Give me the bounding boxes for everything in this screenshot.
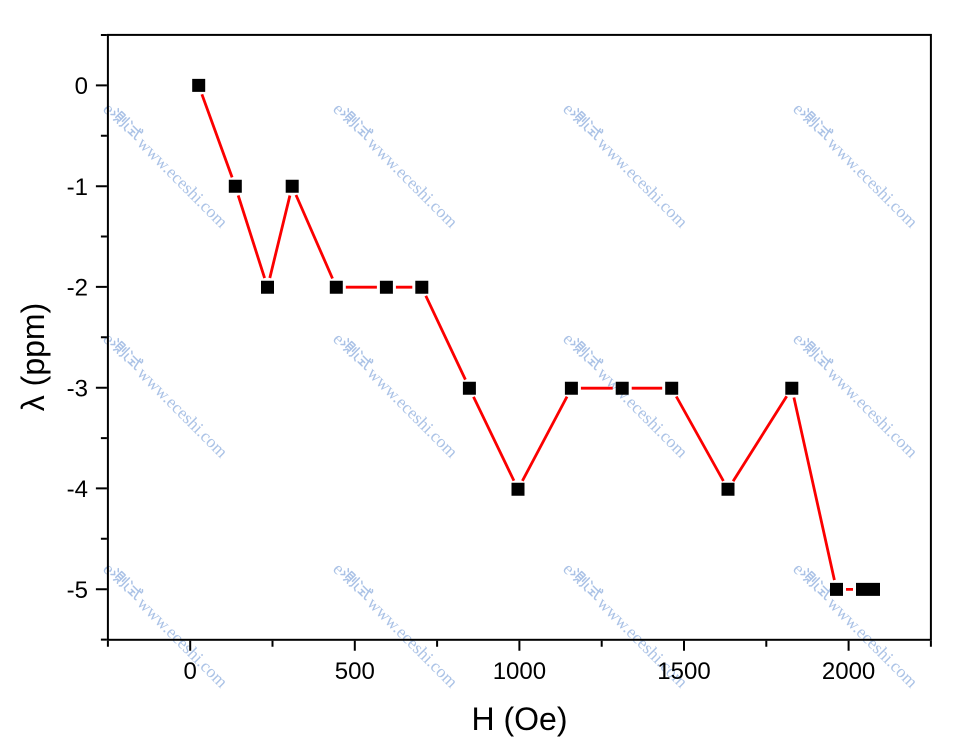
svg-text:-1: -1 — [67, 174, 88, 201]
svg-text:500: 500 — [335, 658, 375, 685]
svg-text:-4: -4 — [67, 476, 88, 503]
svg-text:-3: -3 — [67, 375, 88, 402]
svg-text:1500: 1500 — [657, 658, 710, 685]
svg-text:λ (ppm): λ (ppm) — [15, 303, 51, 411]
svg-text:0: 0 — [184, 658, 197, 685]
svg-text:1000: 1000 — [493, 658, 546, 685]
svg-text:-5: -5 — [67, 577, 88, 604]
svg-text:H (Oe): H (Oe) — [472, 701, 568, 737]
svg-text:0: 0 — [75, 73, 88, 100]
svg-text:2000: 2000 — [822, 658, 875, 685]
svg-text:-2: -2 — [67, 275, 88, 302]
